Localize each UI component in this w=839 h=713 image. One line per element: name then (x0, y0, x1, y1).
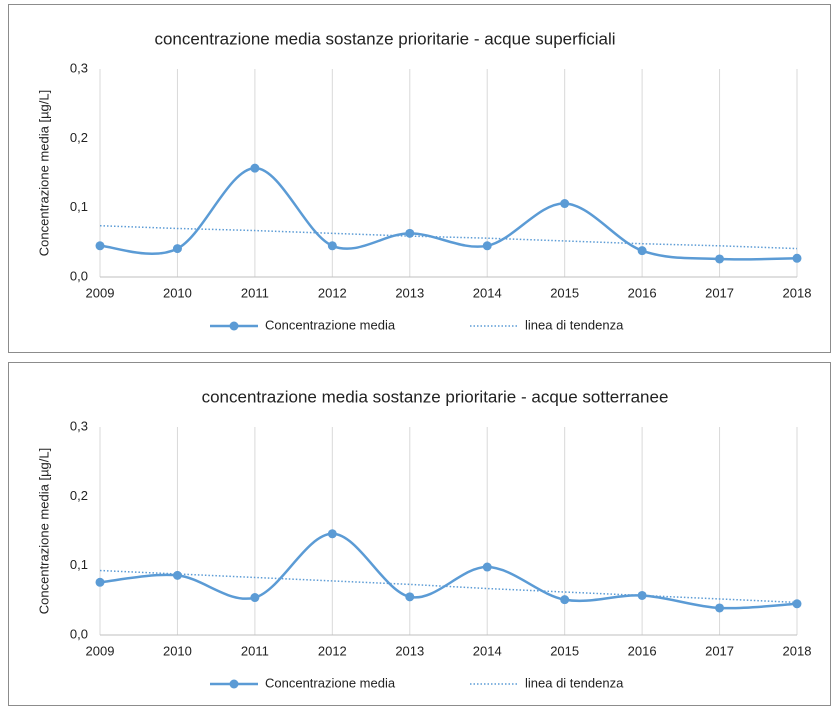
data-point (95, 577, 105, 587)
x-tick-label: 2018 (783, 643, 812, 658)
chart-title: concentrazione media sostanze prioritari… (154, 29, 615, 48)
legend-marker (229, 679, 239, 689)
y-tick-label: 0,3 (70, 60, 88, 75)
data-point (172, 244, 182, 254)
data-point (792, 599, 802, 609)
data-point (327, 529, 337, 539)
chart-frame (8, 4, 831, 353)
x-tick-label: 2014 (473, 643, 502, 658)
y-tick-label: 0,0 (70, 268, 88, 283)
data-point (250, 593, 260, 603)
data-point (482, 562, 492, 572)
chart-title: concentrazione media sostanze prioritari… (202, 387, 669, 406)
x-tick-label: 2013 (395, 285, 424, 300)
legend-label: linea di tendenza (525, 317, 624, 332)
y-axis-label: Concentrazione media [µg/L] (36, 90, 51, 256)
y-tick-label: 0,1 (70, 557, 88, 572)
x-tick-label: 2013 (395, 643, 424, 658)
y-tick-label: 0,0 (70, 626, 88, 641)
trend-line (99, 569, 798, 604)
chart: concentrazione media sostanze prioritari… (8, 362, 831, 706)
y-axis-label: Concentrazione media [µg/L] (36, 448, 51, 614)
data-point (172, 570, 182, 580)
x-tick-label: 2017 (705, 285, 734, 300)
data-point (637, 246, 647, 256)
chart-frame (8, 362, 831, 706)
data-point (792, 253, 802, 263)
x-tick-label: 2016 (628, 643, 657, 658)
chart: concentrazione media sostanze prioritari… (8, 4, 831, 353)
x-tick-label: 2018 (783, 285, 812, 300)
data-point (482, 241, 492, 251)
data-point (715, 603, 725, 613)
x-tick-label: 2014 (473, 285, 502, 300)
x-tick-label: 2011 (241, 285, 269, 300)
legend-marker (229, 321, 239, 331)
y-tick-label: 0,2 (70, 130, 88, 145)
x-tick-label: 2009 (86, 643, 115, 658)
x-tick-label: 2016 (628, 285, 657, 300)
data-point (95, 241, 105, 251)
y-tick-label: 0,2 (70, 488, 88, 503)
data-point (405, 592, 415, 602)
series-line (99, 166, 798, 261)
x-tick-label: 2012 (318, 643, 347, 658)
x-tick-label: 2010 (163, 285, 192, 300)
x-tick-label: 2015 (550, 643, 579, 658)
data-point (327, 241, 337, 251)
trend-line (99, 224, 798, 250)
data-point (560, 199, 570, 209)
y-tick-label: 0,3 (70, 418, 88, 433)
x-tick-label: 2017 (705, 643, 734, 658)
data-point (560, 595, 570, 605)
x-tick-label: 2012 (318, 285, 347, 300)
legend-label: Concentrazione media (265, 675, 396, 690)
x-tick-label: 2011 (241, 643, 269, 658)
y-tick-label: 0,1 (70, 199, 88, 214)
data-point (405, 228, 415, 238)
legend-label: linea di tendenza (525, 675, 624, 690)
data-point (715, 254, 725, 264)
x-tick-label: 2010 (163, 643, 192, 658)
x-tick-label: 2009 (86, 285, 115, 300)
legend-label: Concentrazione media (265, 317, 396, 332)
series-line (99, 532, 798, 610)
x-tick-label: 2015 (550, 285, 579, 300)
data-point (250, 163, 260, 173)
